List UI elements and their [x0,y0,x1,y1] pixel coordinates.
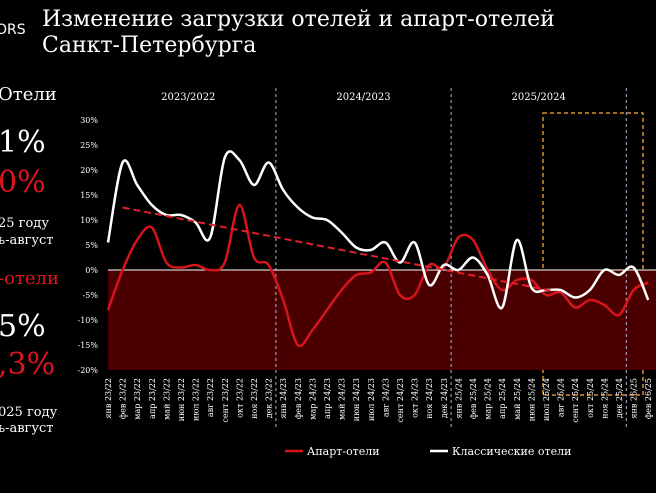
x-tick-label: дек 25/24 [615,378,624,418]
x-tick-label: янв 23/22 [104,378,113,418]
x-tick-label: окт 23/22 [235,378,244,418]
x-tick-label: мар 24/23 [308,378,317,420]
logo: ORS [0,22,26,38]
y-tick-label: -10% [78,316,99,325]
x-tick-label: фев 26/25 [644,378,653,419]
title: Изменение загрузки отелей и апарт-отелей [42,7,555,32]
x-tick-label: окт 25/24 [586,378,595,418]
y-tick-label: 0% [85,266,98,275]
y-tick-label: 15% [80,191,98,200]
sidebar-text: ,3% [0,347,55,382]
legend-label: Классические отели [452,445,571,458]
x-tick-label: фев 25/24 [469,378,478,419]
x-tick-label: апр 23/22 [148,378,157,419]
x-tick-label: май 24/23 [338,378,347,420]
x-tick-label: янв 25/24 [454,378,463,418]
y-tick-label: 5% [85,241,98,250]
x-tick-label: окт 24/23 [411,378,420,418]
x-tick-label: сент 25/24 [571,378,580,423]
x-tick-label: июл 25/24 [542,378,551,421]
legend-label: Апарт-отели [307,445,380,458]
y-tick-label: -20% [78,366,99,375]
x-tick-label: фев 23/22 [119,378,128,419]
series-line [106,150,650,310]
x-tick-label: фев 24/23 [294,378,303,419]
x-tick-label: сент 23/22 [221,378,230,423]
x-tick-label: май 25/24 [513,378,522,420]
x-tick-label: дек 23/22 [265,378,274,418]
sidebar-text: 025 году [0,405,58,420]
x-tick-label: ноя 25/24 [600,378,609,419]
negative-zone [108,270,656,370]
period-label: 2025/2024 [512,92,566,103]
sidebar-text: Отели [0,84,57,105]
sidebar-text: ь-август [0,233,53,248]
x-tick-label: июл 24/23 [367,378,376,421]
y-tick-label: 30% [80,116,98,125]
x-tick-label: мар 25/24 [484,378,493,420]
x-tick-label: ноя 24/23 [425,378,434,419]
x-tick-label: янв 26/25 [630,378,639,418]
sidebar-text: 5% [0,309,46,344]
x-tick-label: апр 25/24 [498,378,507,419]
x-tick-label: авг 24/23 [381,378,390,417]
sidebar-text: 1% [0,125,46,160]
x-tick-label: апр 24/23 [323,378,332,419]
sidebar-text: -отели [0,268,59,289]
x-tick-label: ноя 23/22 [250,378,259,419]
period-label: 2023/2022 [161,92,215,103]
y-tick-label: 25% [80,141,98,150]
sidebar-text: 0% [0,165,46,200]
sidebar-text: 25 году [0,216,49,231]
y-tick-label: -5% [83,291,99,300]
x-tick-label: июл 23/22 [192,378,201,421]
sidebar-text: ь-август [0,421,53,436]
x-tick-label: июн 25/24 [527,378,536,421]
highlight-box [542,112,644,396]
x-tick-label: мар 23/22 [133,378,142,420]
x-tick-label: сент 24/23 [396,378,405,423]
y-tick-label: -15% [78,341,99,350]
x-tick-label: авг 23/22 [206,378,215,417]
x-tick-label: июн 23/22 [177,378,186,421]
title: Санкт-Петербурга [42,33,256,58]
x-tick-label: янв 24/23 [279,378,288,418]
trend-line [122,206,561,294]
x-tick-label: июн 24/23 [352,378,361,421]
x-tick-label: май 23/22 [162,378,171,420]
x-tick-label: дек 24/23 [440,378,449,418]
period-label: 2024/2023 [336,92,390,103]
x-tick-label: авг 25/24 [557,378,566,417]
y-tick-label: 20% [80,166,98,175]
y-tick-label: 10% [80,216,98,225]
